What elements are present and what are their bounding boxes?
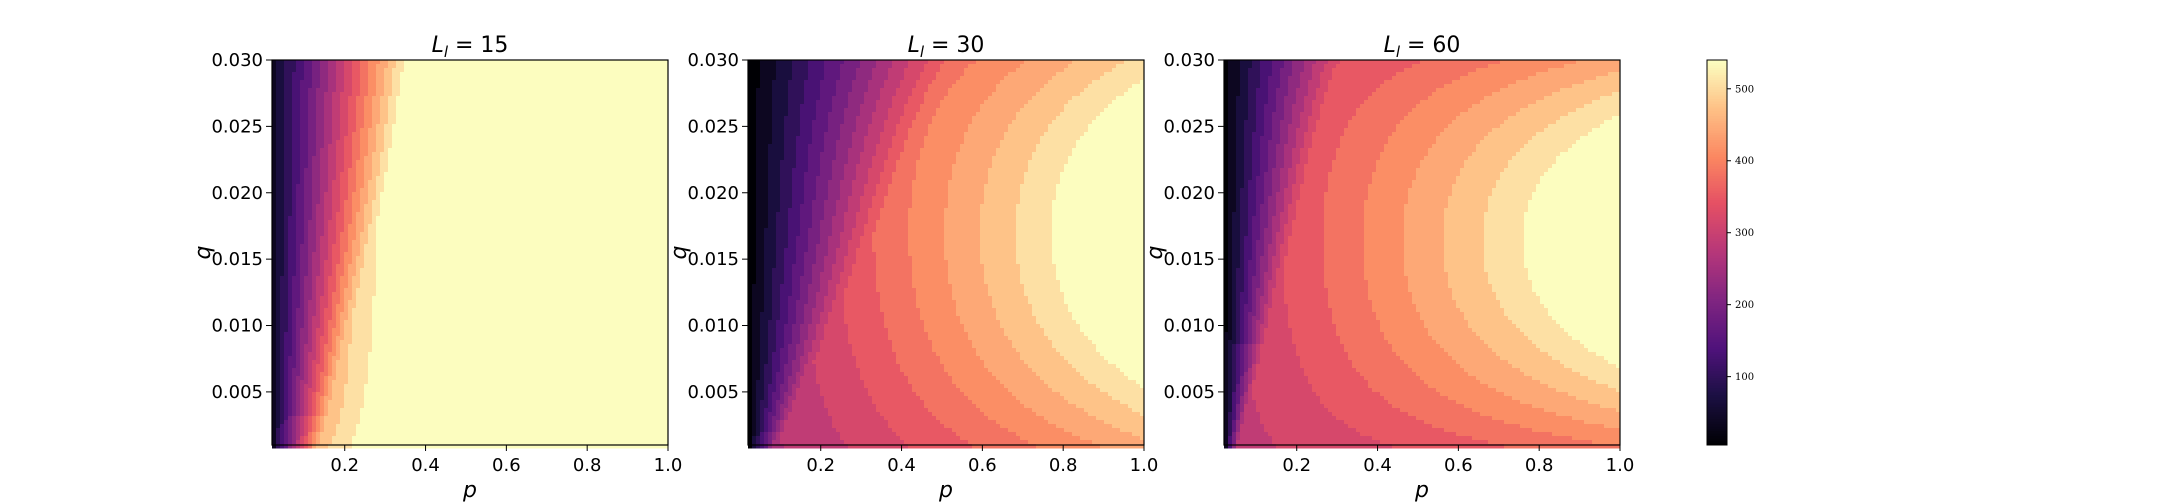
- y-tick-label: 0.030: [1163, 50, 1215, 71]
- contour-panel: 0.2 0.4 0.6 0.8 1.0 0.005 0.010 0.015 0.020 0.025…: [667, 33, 1158, 503]
- colorbar-tick-label: 500: [1735, 84, 1754, 95]
- y-axis-label: q: [1143, 245, 1168, 259]
- y-tick-label: 0.015: [211, 249, 263, 270]
- x-tick-label: 0.8: [1525, 455, 1554, 476]
- y-tick-label: 0.025: [211, 116, 263, 137]
- y-tick-label: 0.020: [211, 183, 263, 204]
- contour-panel: 0.2 0.4 0.6 0.8 1.0 0.005 0.010 0.015 0.020 0.025…: [191, 33, 682, 503]
- x-tick-label: 0.2: [330, 455, 359, 476]
- y-tick-label: 0.025: [687, 116, 739, 137]
- y-tick-label: 0.020: [687, 183, 739, 204]
- colorbar-frame: [1706, 59, 1728, 446]
- axes-frame: [747, 59, 1145, 446]
- y-tick-label: 0.010: [1163, 316, 1215, 337]
- contour-fill: [272, 60, 669, 449]
- x-tick-label: 0.8: [1049, 455, 1078, 476]
- colorbar-tick-label: 200: [1735, 300, 1754, 311]
- axes-frame: [1223, 59, 1621, 446]
- y-tick-label: 0.010: [211, 316, 263, 337]
- y-tick-label: 0.025: [1163, 116, 1215, 137]
- x-tick-label: 1.0: [1606, 455, 1635, 476]
- x-tick-label: 0.6: [968, 455, 997, 476]
- contour-panel: 0.2 0.4 0.6 0.8 1.0 0.005 0.010 0.015 0.020 0.025…: [1143, 33, 1634, 503]
- contour-fill: [748, 60, 1145, 449]
- x-tick-label: 0.6: [492, 455, 521, 476]
- x-tick-label: 0.4: [411, 455, 440, 476]
- y-tick-label: 0.020: [1163, 183, 1215, 204]
- colorbar-tick-label: 100: [1735, 372, 1754, 383]
- x-axis-label: p: [1414, 478, 1429, 503]
- x-tick-label: 1.0: [1130, 455, 1159, 476]
- x-tick-label: 0.4: [887, 455, 916, 476]
- panel-title: Ll = 60: [1384, 33, 1461, 61]
- x-tick-label: 0.6: [1444, 455, 1473, 476]
- y-axis-label: q: [667, 245, 692, 259]
- colorbar-tick-label: 300: [1735, 228, 1754, 239]
- x-tick-label: 0.4: [1363, 455, 1392, 476]
- y-tick-label: 0.015: [687, 249, 739, 270]
- x-tick-label: 1.0: [654, 455, 683, 476]
- y-tick-label: 0.030: [211, 50, 263, 71]
- y-tick-label: 0.005: [687, 382, 739, 403]
- y-tick-label: 0.005: [211, 382, 263, 403]
- y-tick-label: 0.015: [1163, 249, 1215, 270]
- colorbar: 100 200 300 400 500: [1706, 59, 1754, 446]
- x-tick-label: 0.2: [806, 455, 835, 476]
- x-axis-label: p: [462, 478, 477, 503]
- x-tick-label: 0.2: [1282, 455, 1311, 476]
- axes-frame: [271, 59, 669, 446]
- x-axis-label: p: [938, 478, 953, 503]
- panel-title: Ll = 30: [908, 33, 985, 61]
- x-tick-label: 0.8: [573, 455, 602, 476]
- panel-title: Ll = 15: [432, 33, 509, 61]
- colorbar-gradient: [1707, 60, 1727, 446]
- contour-fill: [1224, 60, 1621, 449]
- y-tick-label: 0.030: [687, 50, 739, 71]
- y-tick-label: 0.005: [1163, 382, 1215, 403]
- colorbar-tick-label: 400: [1735, 156, 1754, 167]
- y-axis-label: q: [191, 245, 216, 259]
- y-tick-label: 0.010: [687, 316, 739, 337]
